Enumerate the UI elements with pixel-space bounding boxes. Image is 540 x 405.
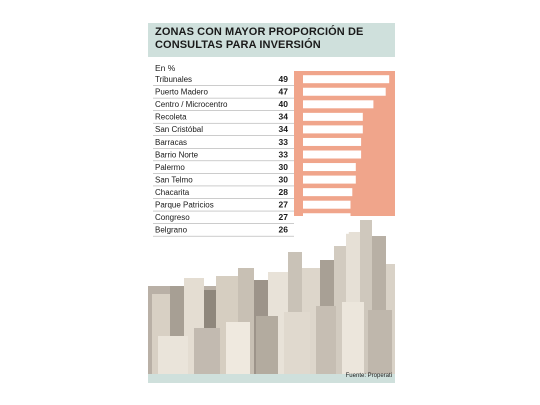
source-note: Fuente: Properati [345,373,392,379]
bar [303,200,351,209]
bar [303,213,351,222]
bar [303,87,386,96]
value-label: 30 [279,174,289,184]
value-label: 47 [279,87,289,97]
bar-chart: Tribunales 49 Puerto Madero 47 Centro / Micr… [153,74,390,237]
category-label: Barracas [155,138,187,147]
footer-band [148,374,395,383]
category-label: San Cristóbal [155,125,203,134]
category-label: Barrio Norte [155,150,199,159]
category-label: Congreso [155,213,190,222]
infographic-card: ZONAS CON MAYOR PROPORCIÓN DE CONSULTAS … [148,23,395,383]
value-label: 33 [279,137,289,147]
category-label: Parque Patricios [155,201,214,210]
value-label: 27 [279,200,289,210]
value-label: 30 [279,162,289,172]
category-label: Palermo [155,163,185,172]
category-label: San Telmo [155,175,193,184]
bar [303,100,374,109]
chart-subtitle: En % [155,63,176,73]
value-label: 34 [279,124,289,134]
value-label: 33 [279,149,289,159]
value-label: 49 [279,74,289,84]
chart-title: ZONAS CON MAYOR PROPORCIÓN DE CONSULTAS … [155,26,364,51]
value-label: 28 [279,187,289,197]
category-label: Belgrano [155,226,188,235]
bar [303,137,362,146]
value-label: 26 [279,225,289,235]
bar [303,75,390,84]
category-label: Recoleta [155,113,187,122]
city-skyline-image [148,216,395,374]
bar [303,150,362,159]
category-label: Tribunales [155,75,192,84]
bar [303,163,356,172]
bar [303,112,363,121]
category-label: Centro / Microcentro [155,100,228,109]
bar [303,225,349,234]
value-label: 40 [279,99,289,109]
bar [303,175,356,184]
value-label: 34 [279,112,289,122]
category-label: Chacarita [155,188,190,197]
category-label: Puerto Madero [155,88,208,97]
title-band: ZONAS CON MAYOR PROPORCIÓN DE CONSULTAS … [148,23,395,57]
bar [303,125,363,134]
value-label: 27 [279,212,289,222]
bar [303,188,353,197]
